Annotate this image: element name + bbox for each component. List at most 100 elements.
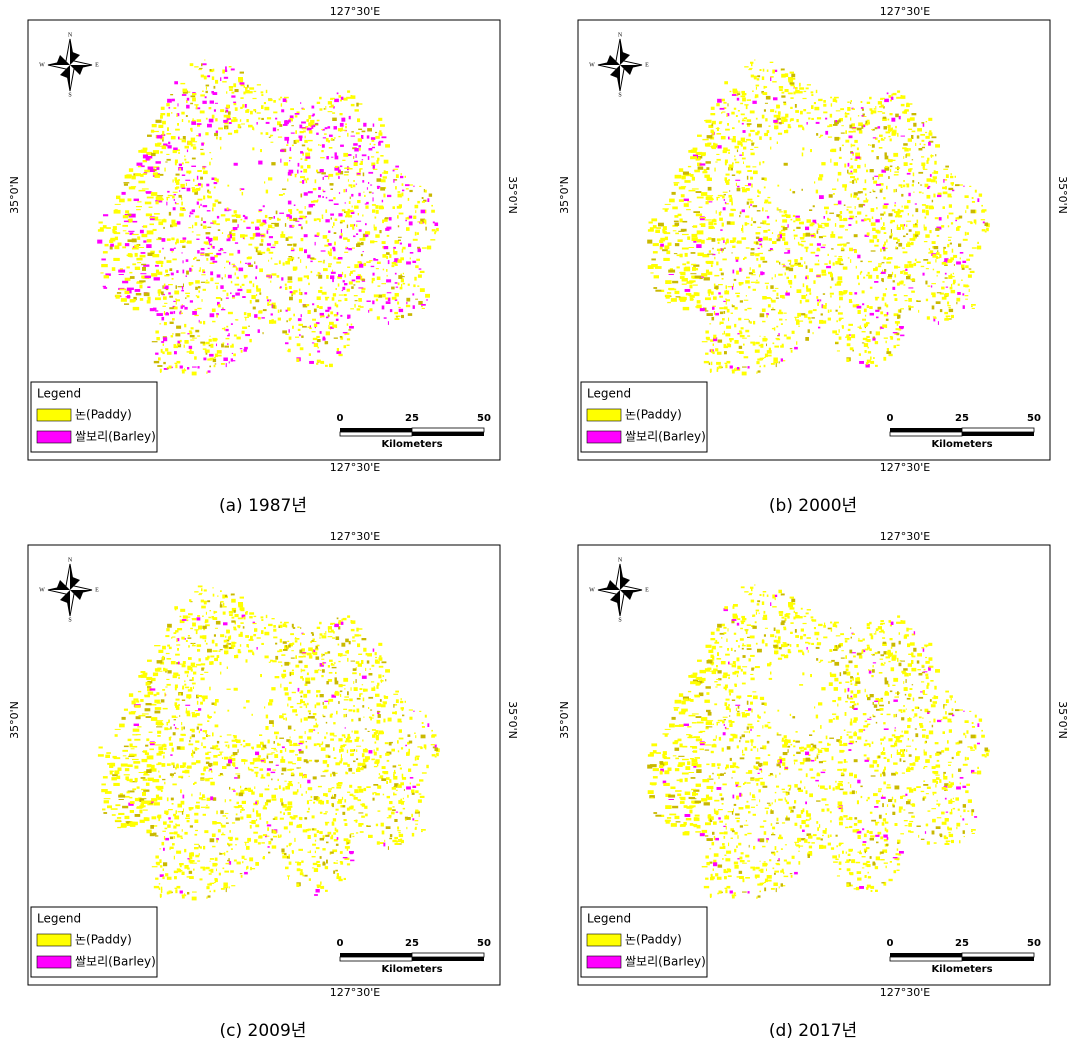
land-patch [933,316,936,317]
land-patch [217,655,220,658]
land-patch [929,230,931,233]
land-patch [342,287,345,290]
land-patch [932,294,936,297]
land-patch [908,169,912,172]
land-patch [289,157,292,159]
land-patch [692,237,698,241]
land-patch [713,335,716,339]
land-patch [180,240,184,243]
land-patch [254,839,257,843]
land-patch [197,617,201,620]
land-patch [777,142,778,145]
land-patch [369,148,373,151]
land-patch [342,734,346,736]
land-patch [343,618,347,620]
land-patch [227,235,230,238]
land-patch [395,318,400,320]
land-patch [811,91,814,93]
land-patch [841,133,845,134]
land-patch [228,333,229,336]
land-patch [739,282,744,285]
land-patch [189,599,191,602]
land-patch [168,292,171,294]
land-patch [909,307,911,310]
land-patch [122,717,126,720]
land-patch [267,768,271,771]
land-patch [267,117,271,119]
land-patch [788,93,793,95]
land-patch [242,861,243,863]
land-patch [382,220,384,224]
compass-s: S [68,92,71,98]
land-patch [699,217,706,218]
land-patch [678,239,683,242]
land-patch [854,140,858,143]
land-patch [168,809,173,810]
left-coord-label: 35°0'N [8,176,21,214]
land-patch [726,285,728,289]
land-patch [806,88,809,90]
land-patch [949,204,952,208]
land-patch [284,137,289,141]
land-patch [189,740,190,742]
land-patch [736,271,739,275]
land-patch [157,365,162,367]
land-patch [380,124,385,127]
land-patch [713,296,717,299]
land-patch [201,184,202,188]
land-patch [238,749,239,753]
land-patch [744,117,747,119]
land-patch [888,274,892,277]
land-patch [180,83,185,84]
land-patch [210,69,212,71]
land-patch [870,313,874,316]
land-patch [354,264,359,268]
land-patch [350,834,352,838]
land-patch [176,174,180,176]
land-patch [241,875,243,878]
land-patch [800,111,803,115]
land-patch [406,302,407,304]
land-patch [218,304,221,307]
land-patch [280,835,282,838]
land-patch [835,342,839,344]
land-patch [239,634,243,637]
land-patch [158,771,159,773]
land-patch [354,148,359,152]
land-patch [891,220,896,222]
land-patch [207,798,211,801]
land-patch [724,248,726,249]
land-patch [180,184,184,188]
land-patch [943,169,948,170]
land-patch [372,140,375,142]
land-patch [304,192,308,195]
land-patch [214,890,216,892]
land-patch [809,292,811,295]
land-patch [135,289,141,292]
land-patch [332,118,337,121]
land-patch [247,814,252,818]
land-patch [220,137,222,140]
land-patch [156,337,160,340]
land-patch [878,265,881,267]
land-patch [792,78,795,80]
land-patch [396,316,397,318]
land-patch [132,788,136,790]
land-patch [344,174,349,175]
land-patch [243,707,246,709]
land-patch [353,156,354,159]
land-patch [248,265,253,267]
land-patch [183,270,185,274]
land-patch [384,840,385,842]
land-patch [328,665,330,668]
land-patch [776,339,780,341]
land-patch [849,125,852,129]
land-patch [196,260,200,262]
land-patch [363,251,365,252]
land-patch [659,240,663,243]
land-patch [125,210,129,213]
land-patch [209,661,212,665]
land-patch [931,285,932,287]
land-patch [246,119,248,122]
land-patch [852,108,855,110]
